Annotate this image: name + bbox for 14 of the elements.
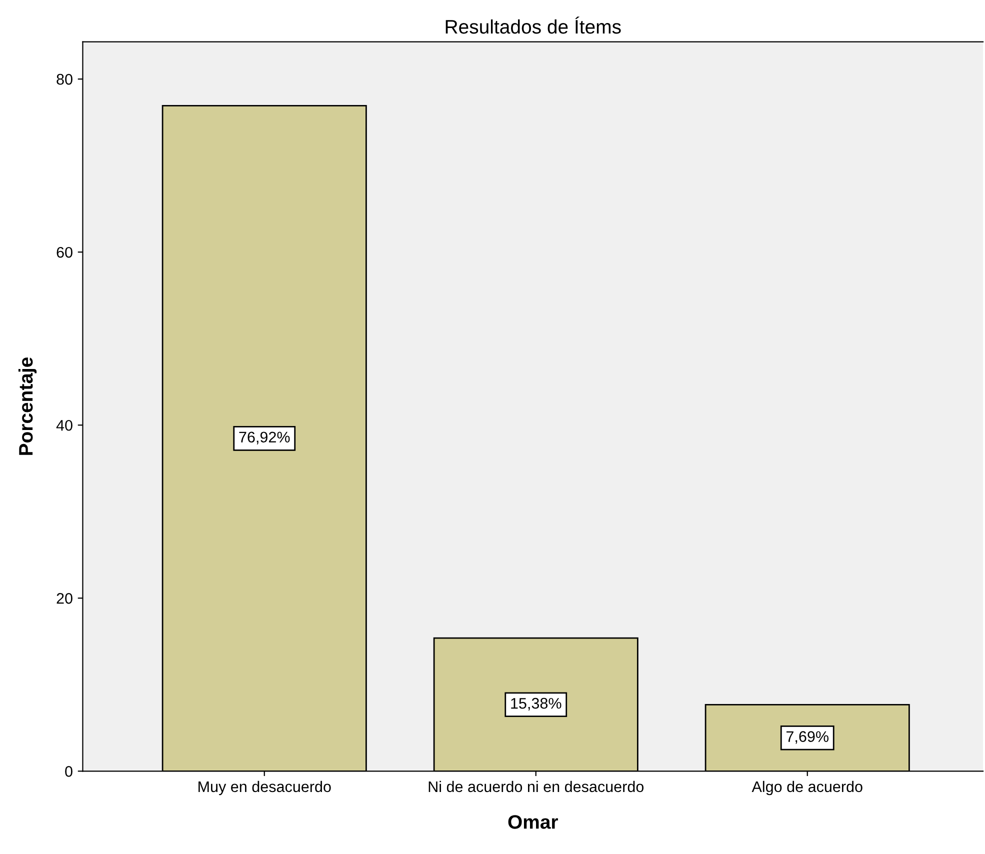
x-tick-label: Algo de acuerdo [752,780,862,796]
x-tick-label: Ni de acuerdo ni en desacuerdo [428,780,644,792]
data-label: 76,92% [239,432,290,444]
y-tick-label: 0 [65,766,72,777]
chart-title: Resultados de Ítems [446,16,621,34]
x-tick-label: Muy en desacuerdo [198,780,331,796]
y-tick-label: 60 [56,246,72,258]
y-axis-title: Porcentaje [18,357,37,455]
x-axis-title: Omar [508,815,558,829]
data-label: 7,69% [786,731,828,744]
y-tick-label: 80 [56,74,72,85]
y-tick-label: 20 [56,593,72,604]
y-tick-label: 40 [56,420,72,431]
data-label: 15,38% [511,698,562,711]
